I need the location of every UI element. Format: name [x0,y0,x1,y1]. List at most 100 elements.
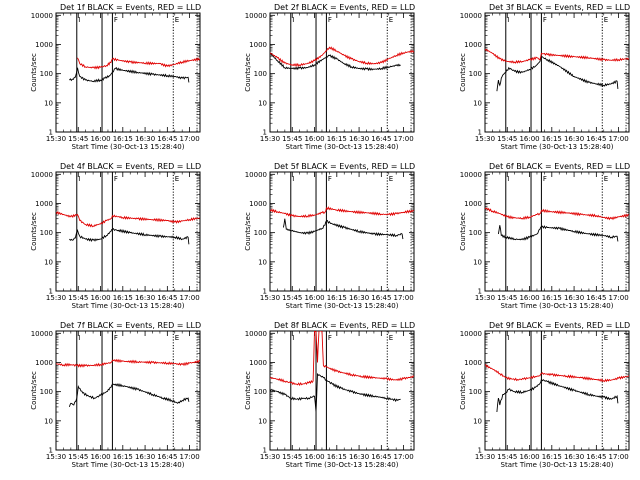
events-series-line [69,227,190,245]
time-marker-label: I [78,16,80,24]
time-marker-label: I [507,175,509,183]
time-marker-label: I [78,175,80,183]
y-tick-label: 1 [263,129,267,137]
lld-series-line [56,210,200,228]
x-tick-label: 16:45 [371,453,391,461]
x-tick-label: 16:00 [90,453,110,461]
x-tick-label: 16:00 [90,294,110,302]
x-tick-label: 16:00 [519,294,539,302]
x-tick-label: 16:45 [586,294,606,302]
chart-panel-8: Det 8f BLACK = Events, RED = LLD 1 10 100 10… [244,321,415,469]
y-tick-label: 10000 [31,12,53,20]
x-tick-label: 15:45 [282,453,302,461]
x-tick-label: 15:30 [475,453,495,461]
y-tick-label: 1000 [249,359,267,367]
chart-panel-5: Det 5f BLACK = Events, RED = LLD 1 10 100 10… [244,162,415,310]
x-tick-label: 17:00 [609,294,629,302]
chart-panel-6: Det 6f BLACK = Events, RED = LLD 1 10 100 10… [459,162,630,310]
x-tick-label: 16:15 [327,453,347,461]
x-tick-label: 15:30 [475,294,495,302]
x-tick-label: 15:30 [260,294,280,302]
time-marker-label: E [604,334,608,342]
chart-panel-9: Det 9f BLACK = Events, RED = LLD 1 10 100 10… [459,321,630,469]
y-tick-label: 1 [478,129,482,137]
time-marker-label: I [78,334,80,342]
chart-title: Det 8f BLACK = Events, RED = LLD [274,321,415,330]
time-marker-label: E [389,16,393,24]
y-tick-label: 10000 [245,171,267,179]
plot-frame [269,330,415,451]
y-tick-label: 1 [49,129,53,137]
x-tick-label: 15:45 [68,135,88,143]
time-marker-label: I [507,16,509,24]
x-tick-label: 16:00 [304,453,324,461]
series-group [485,207,629,242]
x-tick-label: 15:45 [497,294,517,302]
x-tick-label: 16:30 [564,453,584,461]
time-marker-label: F [328,16,332,24]
y-tick-label: 1000 [249,41,267,49]
x-axis-label: Start Time (30-Oct-13 15:28:40) [72,461,185,469]
time-marker-label: E [175,334,179,342]
x-tick-label: 16:30 [349,294,369,302]
y-tick-label: 100 [469,388,482,396]
y-tick-label: 1 [478,288,482,296]
y-tick-label: 10000 [245,330,267,338]
plot-frame [269,171,415,292]
x-tick-label: 15:45 [497,135,517,143]
lld-series-line [485,364,629,383]
x-tick-label: 15:30 [260,453,280,461]
x-tick-label: 16:30 [135,135,155,143]
y-axis-label: Counts/sec [244,212,252,251]
x-tick-label: 16:15 [113,135,133,143]
time-marker-label: E [175,16,179,24]
time-marker-label: F [543,334,547,342]
chart-title: Det 5f BLACK = Events, RED = LLD [274,162,415,171]
y-tick-label: 1000 [249,200,267,208]
x-tick-label: 15:45 [282,135,302,143]
x-tick-label: 17:00 [609,135,629,143]
x-axis-label: Start Time (30-Oct-13 15:28:40) [72,302,185,310]
events-series-line [497,225,619,242]
y-tick-label: 100 [469,229,482,237]
y-axis-label: Counts/sec [459,53,467,92]
plot-frame [55,330,201,451]
time-marker-label: E [389,175,393,183]
x-tick-label: 16:45 [371,135,391,143]
time-marker-label: F [328,175,332,183]
x-tick-label: 15:45 [68,294,88,302]
y-tick-label: 10 [44,417,53,425]
x-tick-label: 16:45 [157,294,177,302]
chart-title: Det 2f BLACK = Events, RED = LLD [274,3,415,12]
x-axis-label: Start Time (30-Oct-13 15:28:40) [286,302,399,310]
y-tick-label: 10000 [245,12,267,20]
y-tick-label: 100 [254,388,267,396]
x-tick-label: 16:30 [135,453,155,461]
time-marker-label: I [292,334,294,342]
series-group [56,358,200,408]
time-marker-label: F [114,16,118,24]
chart-title: Det 7f BLACK = Events, RED = LLD [60,321,201,330]
chart-title: Det 3f BLACK = Events, RED = LLD [489,3,630,12]
x-tick-label: 15:45 [68,453,88,461]
events-series-line [69,66,190,83]
y-tick-label: 100 [469,70,482,78]
time-marker-label: E [175,175,179,183]
events-series-line [68,383,190,408]
series-group [270,331,414,413]
x-tick-label: 17:00 [180,135,200,143]
chart-title: Det 9f BLACK = Events, RED = LLD [489,321,630,330]
time-marker-label: I [292,16,294,24]
plot-frame [484,171,630,292]
lld-series-line [270,46,414,67]
series-group [69,57,200,83]
x-tick-label: 16:00 [90,135,110,143]
y-axis-label: Counts/sec [30,212,38,251]
plot-frame [55,12,201,133]
y-tick-label: 1 [478,447,482,455]
x-tick-label: 16:00 [304,294,324,302]
y-tick-label: 10000 [31,171,53,179]
y-tick-label: 1 [263,288,267,296]
series-group [56,210,200,245]
